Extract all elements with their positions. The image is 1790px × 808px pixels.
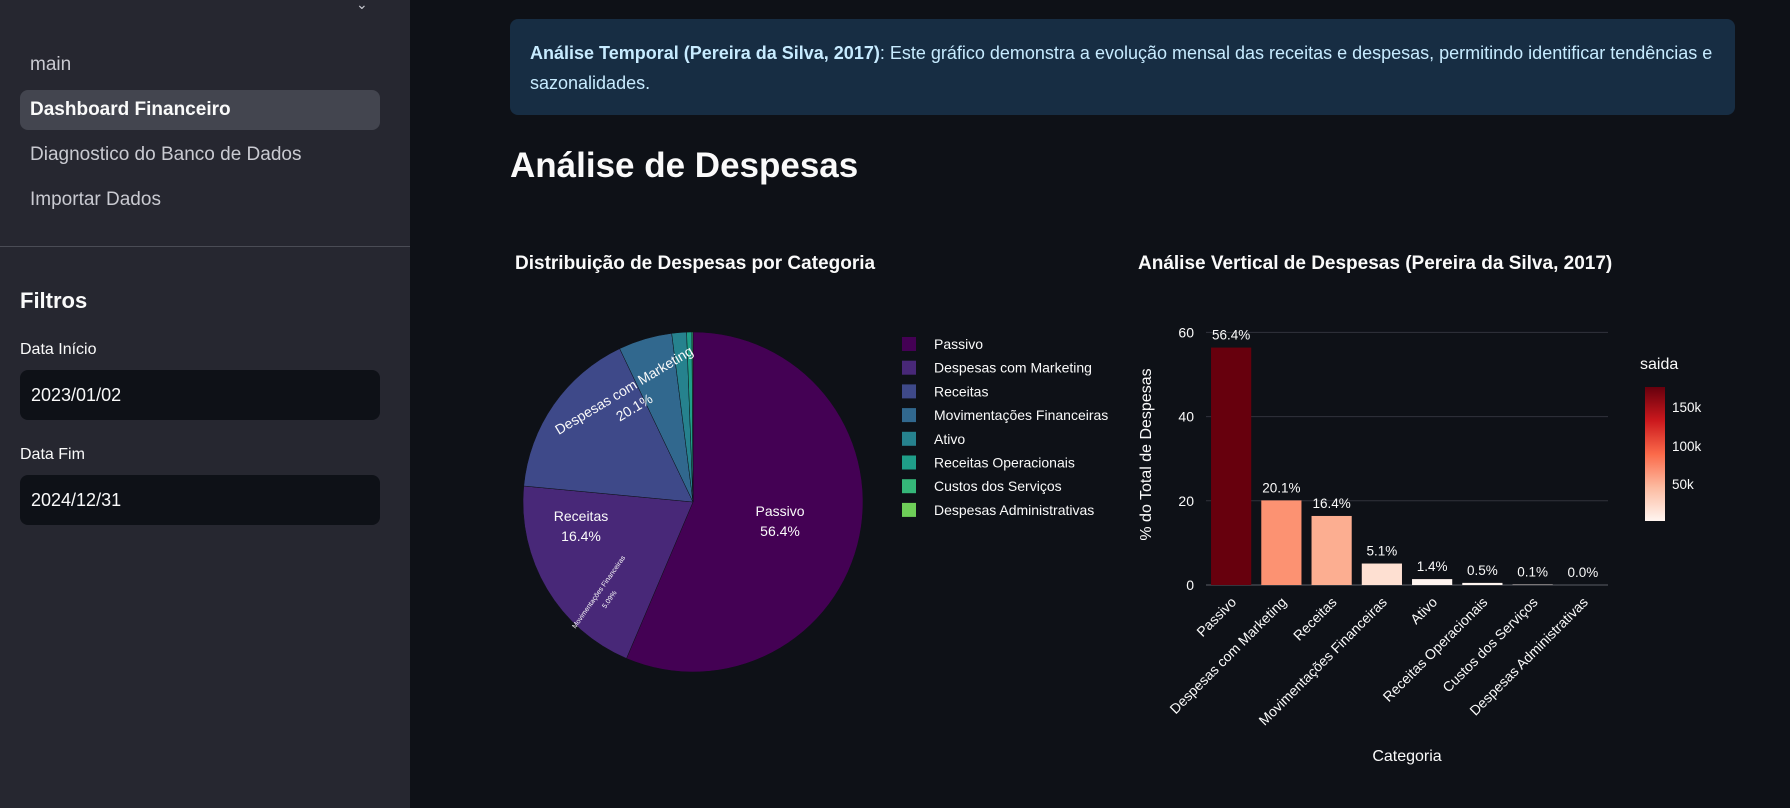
bar-0[interactable] xyxy=(1211,347,1252,585)
legend-swatch-6[interactable] xyxy=(902,479,916,494)
legend-swatch-1[interactable] xyxy=(902,360,916,375)
sidebar-nav: main Dashboard Financeiro Diagnostico do… xyxy=(20,45,380,225)
legend-label-7[interactable]: Despesas Administrativas xyxy=(934,502,1094,518)
pie-slice-2[interactable] xyxy=(523,348,694,503)
sidebar-divider xyxy=(0,246,410,247)
bar-value-label-5: 0.5% xyxy=(1467,563,1498,578)
pie-slice-6[interactable] xyxy=(691,331,694,503)
bar-value-label-0: 56.4% xyxy=(1212,328,1250,343)
legend-label-0[interactable]: Passivo xyxy=(934,336,983,352)
svg-text:56.4%: 56.4% xyxy=(760,523,800,539)
end-date-input[interactable] xyxy=(20,475,380,525)
bar-1[interactable] xyxy=(1261,500,1302,585)
section-title: Análise de Despesas xyxy=(510,146,859,185)
pie-chart-title: Distribuição de Despesas por Categoria xyxy=(515,253,876,274)
chevron-icon[interactable]: ⌄ xyxy=(356,0,368,12)
sidebar: ⌄ main Dashboard Financeiro Diagnostico … xyxy=(0,0,410,808)
info-box: Análise Temporal (Pereira da Silva, 2017… xyxy=(510,19,1735,115)
bar-value-label-4: 1.4% xyxy=(1417,559,1448,574)
x-tick-label-6: Custos dos Serviços xyxy=(1439,594,1541,696)
legend-label-4[interactable]: Ativo xyxy=(934,431,965,447)
y-tick-label: 0 xyxy=(1186,577,1194,593)
svg-text:Passivo: Passivo xyxy=(755,503,804,519)
bar-2[interactable] xyxy=(1311,515,1352,585)
colorbar-tick-label: 50k xyxy=(1672,477,1694,492)
bar-value-label-3: 5.1% xyxy=(1366,544,1397,559)
nav-item-importar-dados[interactable]: Importar Dados xyxy=(30,189,161,210)
svg-text:16.4%: 16.4% xyxy=(561,528,601,544)
colorbar-title: saida xyxy=(1640,356,1678,373)
bar-chart-title: Análise Vertical de Despesas (Pereira da… xyxy=(1138,253,1613,274)
legend-swatch-4[interactable] xyxy=(902,431,916,446)
nav-item-diagnostico[interactable]: Diagnostico do Banco de Dados xyxy=(30,144,302,165)
bar-3[interactable] xyxy=(1361,563,1402,585)
bar-value-label-1: 20.1% xyxy=(1262,480,1300,495)
legend-swatch-2[interactable] xyxy=(902,384,916,399)
bar-value-label-2: 16.4% xyxy=(1312,496,1350,511)
x-tick-label-0: Passivo xyxy=(1193,594,1239,640)
pie-slice-label-2: Receitas 16.4% xyxy=(554,508,608,544)
y-tick-label: 20 xyxy=(1178,493,1194,509)
filters-title: Filtros xyxy=(20,288,88,313)
legend-label-1[interactable]: Despesas com Marketing xyxy=(934,360,1092,376)
end-date-label: Data Fim xyxy=(20,446,85,463)
legend-label-2[interactable]: Receitas xyxy=(934,383,988,399)
bar-chart: 0 20 40 60 % do Total de Despesas 56.4% Passiv… xyxy=(1138,324,1702,765)
start-date-label: Data Início xyxy=(20,341,97,358)
svg-text:Receitas: Receitas xyxy=(554,508,608,524)
legend-swatch-7[interactable] xyxy=(902,502,916,517)
legend-swatch-3[interactable] xyxy=(902,408,916,423)
legend-label-3[interactable]: Movimentações Financeiras xyxy=(934,407,1108,423)
bar-value-label-7: 0.0% xyxy=(1567,565,1598,580)
y-axis-title: % do Total de Despesas xyxy=(1138,368,1155,540)
pie-slice-1[interactable] xyxy=(522,485,694,659)
pie-slice-label-0: Passivo 56.4% xyxy=(755,503,804,539)
legend-swatch-0[interactable] xyxy=(902,337,916,351)
nav-item-main[interactable]: main xyxy=(30,54,72,75)
colorbar xyxy=(1645,387,1665,521)
colorbar-tick-label: 100k xyxy=(1672,439,1702,454)
legend-label-5[interactable]: Receitas Operacionais xyxy=(934,455,1075,471)
colorbar-tick-label: 150k xyxy=(1672,400,1702,415)
bar-4[interactable] xyxy=(1412,579,1453,585)
x-tick-label-2: Receitas xyxy=(1290,594,1340,644)
pie-slice-0[interactable] xyxy=(626,331,864,673)
bar-5[interactable] xyxy=(1462,582,1503,585)
info-box-text: : Este gráfico demonstra a evolução mens… xyxy=(530,43,1713,93)
y-tick-label: 40 xyxy=(1178,409,1194,425)
legend-label-6[interactable]: Custos dos Serviços xyxy=(934,478,1062,494)
bar-value-label-6: 0.1% xyxy=(1517,565,1548,580)
info-box-bold: Análise Temporal (Pereira da Silva, 2017… xyxy=(530,43,880,63)
start-date-input[interactable] xyxy=(20,370,380,420)
x-tick-label-4: Ativo xyxy=(1407,594,1440,627)
y-tick-label: 60 xyxy=(1178,324,1194,340)
legend-swatch-5[interactable] xyxy=(902,455,916,470)
nav-item-dashboard-financeiro[interactable]: Dashboard Financeiro xyxy=(20,90,380,130)
x-axis-title: Categoria xyxy=(1372,748,1441,765)
